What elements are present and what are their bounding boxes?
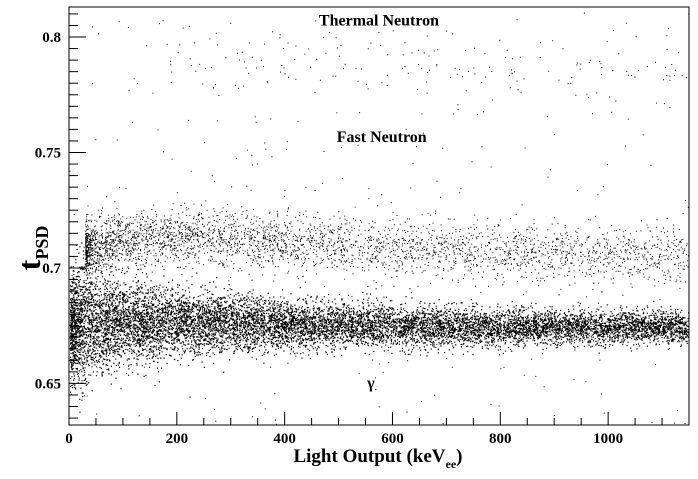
fast-neutron-points [85,188,689,298]
thermal-neutron-label: Thermal Neutron [319,12,439,29]
thermal-neutron-points [166,23,687,102]
annotations: Thermal Neutron Fast Neutron γ [319,12,439,392]
x-tick-label: 200 [166,431,189,447]
y-tick-label: 0.8 [42,30,61,46]
y-axis-title: tPSD [11,226,52,271]
x-tick-label: 600 [381,431,404,447]
x-tick-label: 1000 [593,431,623,447]
x-axis-title: Light Output (keVee) [293,446,462,471]
background-points [69,12,689,425]
fast-neutron-label: Fast Neutron [337,129,427,146]
x-axis: 0 200 400 600 800 1000 [65,412,690,447]
x-tick-label: 0 [65,431,73,447]
gamma-label: γ [366,375,375,392]
plot-frame [68,6,690,426]
y-tick-label: 0.65 [35,376,61,392]
plot-area [69,12,689,425]
data-points [69,12,689,425]
y-tick-label: 0.75 [35,145,61,161]
gamma-band-points [70,240,689,413]
y-tick-label: 0.7 [42,261,61,277]
y-axis: 0.65 0.7 0.75 0.8 [35,13,86,419]
x-tick-label: 800 [489,431,512,447]
x-tick-label: 400 [273,431,296,447]
